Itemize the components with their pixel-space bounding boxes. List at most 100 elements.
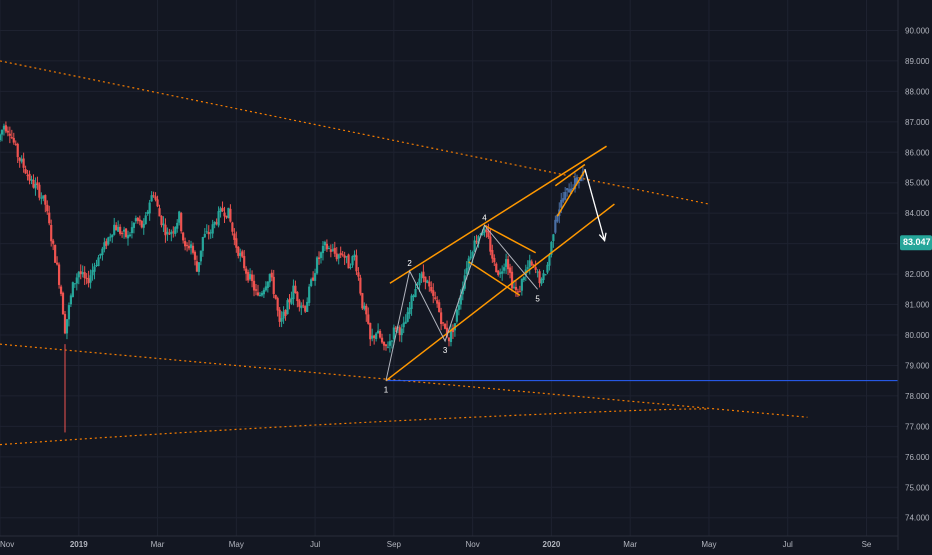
- forecast-arrow-shaft[interactable]: [584, 168, 606, 241]
- candle-body: [148, 202, 151, 214]
- candle-body: [382, 341, 386, 346]
- candle-body: [331, 249, 334, 251]
- channel-lower-line[interactable]: [385, 203, 615, 382]
- time-tick-label: Sep: [387, 540, 402, 549]
- candle-body: [343, 255, 346, 258]
- price-tick-label: 75.000: [905, 483, 930, 492]
- forecast-arrow-head[interactable]: [598, 232, 607, 243]
- candle-body: [237, 247, 240, 256]
- candle-body: [73, 283, 76, 285]
- candle-body: [493, 257, 496, 263]
- candle-body: [536, 271, 539, 273]
- candle-body: [325, 243, 329, 250]
- candle-body: [75, 277, 78, 284]
- candle-body: [530, 261, 533, 266]
- last-price-badge-bg: [900, 235, 932, 251]
- candle-body: [552, 234, 555, 242]
- candle-body: [258, 295, 262, 297]
- candle-body: [508, 267, 512, 273]
- candle-body: [56, 262, 59, 265]
- candle-body: [518, 291, 521, 293]
- candle-body: [321, 245, 325, 254]
- candle-body: [412, 295, 415, 298]
- candle-body: [497, 270, 500, 275]
- candle-body: [235, 238, 238, 248]
- candle-body: [503, 267, 506, 271]
- elliott-wave-path[interactable]: [385, 224, 539, 381]
- wedge-lower-line[interactable]: [556, 170, 586, 217]
- candle-body: [292, 285, 295, 300]
- wedge-upper-line[interactable]: [554, 163, 586, 187]
- channel-upper-line[interactable]: [389, 145, 607, 284]
- candle-body: [158, 208, 161, 217]
- time-tick-label: 2019: [70, 540, 88, 549]
- candle-body: [213, 221, 216, 225]
- candle-body: [414, 288, 417, 298]
- candle-body: [195, 261, 199, 272]
- candle-body: [250, 274, 254, 282]
- candle-body: [221, 207, 224, 212]
- candle-body: [4, 125, 8, 132]
- upper-dotted-trendline[interactable]: [0, 60, 710, 205]
- candle-body: [270, 272, 273, 278]
- time-tick-label: May: [229, 540, 244, 549]
- candle-body: [113, 224, 116, 235]
- candle-body: [438, 302, 441, 313]
- candle-body: [128, 234, 132, 236]
- candle-body: [140, 220, 143, 228]
- price-tick-label: 87.000: [905, 118, 930, 127]
- candle-body: [136, 217, 139, 221]
- candle-body: [130, 227, 134, 234]
- candle-body: [373, 335, 376, 338]
- candle-body: [79, 271, 82, 275]
- candle-body: [274, 295, 277, 299]
- candle-body: [243, 256, 246, 269]
- candle-body: [172, 231, 175, 233]
- candle-body: [501, 271, 504, 274]
- candle-body: [367, 314, 370, 324]
- candle-body: [569, 188, 573, 195]
- candle-body: [184, 241, 187, 247]
- candle-body: [164, 224, 167, 236]
- candle-body: [471, 251, 474, 257]
- candle-body: [365, 305, 368, 315]
- candle-body: [154, 196, 157, 200]
- candle-body: [268, 273, 271, 283]
- candle-body: [247, 272, 250, 281]
- price-tick-label: 81.000: [905, 301, 930, 310]
- trendline-layer[interactable]: [0, 60, 898, 446]
- candle-body: [337, 254, 340, 259]
- candle-body: [341, 254, 344, 256]
- candle-body: [308, 286, 311, 303]
- candle-body: [146, 211, 149, 214]
- candle-body: [532, 264, 535, 266]
- wave-label: 1: [384, 386, 389, 395]
- candle-body: [510, 271, 514, 289]
- candle-body: [538, 271, 541, 284]
- candle-body: [408, 307, 411, 314]
- candle-body: [327, 247, 330, 249]
- flag-lower-line[interactable]: [468, 261, 521, 297]
- candle-body: [14, 143, 17, 145]
- curved-dotted-trendline[interactable]: [0, 408, 710, 446]
- candle-body: [351, 256, 354, 266]
- candle-body: [28, 173, 31, 181]
- candle-body: [467, 258, 470, 269]
- candle-body: [217, 211, 220, 226]
- flag-upper-line[interactable]: [484, 224, 537, 254]
- candle-body: [294, 285, 297, 293]
- candle-body: [520, 278, 523, 291]
- candle-layer: [0, 121, 585, 433]
- candle-body: [260, 292, 264, 296]
- time-axis[interactable]: Nov 2019 Mar May Jul Sep Nov 2020 Mar May Jul Se: [0, 535, 898, 549]
- drawing-layer[interactable]: 1 2 3 4 5: [384, 145, 615, 395]
- candle-body: [174, 227, 177, 234]
- candle-body: [150, 195, 153, 202]
- candle-body: [290, 297, 293, 304]
- candle-body: [447, 337, 451, 342]
- last-price-badge: 83.047: [900, 235, 932, 251]
- price-tick-label: 82.000: [905, 270, 930, 279]
- candle-body: [465, 268, 468, 274]
